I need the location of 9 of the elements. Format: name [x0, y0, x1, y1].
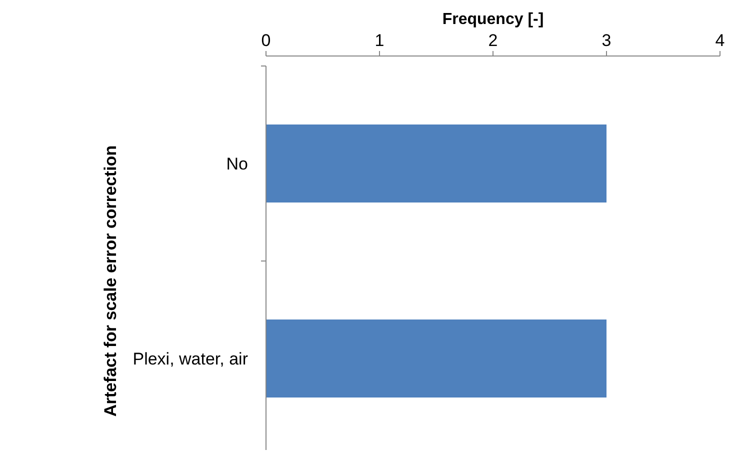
x-tick-label: 3: [602, 31, 612, 50]
x-tick-label: 4: [715, 31, 725, 50]
y-tick-label: Plexi, water, air: [132, 349, 248, 368]
x-axis-title: Frequency [-]: [442, 11, 544, 28]
y-tick-label: No: [226, 154, 248, 174]
x-tick-label: 1: [374, 31, 384, 50]
x-tick-label: 0: [261, 31, 271, 50]
x-tick-label: 2: [488, 31, 498, 50]
y-axis-title: Artefact for scale error correction: [101, 145, 120, 417]
